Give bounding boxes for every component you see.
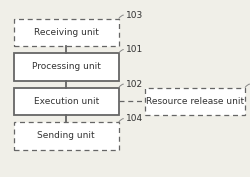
Bar bbox=[145, 88, 245, 115]
Text: Receiving unit: Receiving unit bbox=[34, 28, 99, 37]
Text: 102: 102 bbox=[126, 80, 144, 88]
Text: Sending unit: Sending unit bbox=[38, 131, 95, 140]
Text: 101: 101 bbox=[126, 45, 144, 54]
Bar bbox=[14, 53, 119, 81]
Bar bbox=[14, 122, 119, 150]
Text: Resource release unit: Resource release unit bbox=[146, 97, 244, 106]
Text: 104: 104 bbox=[126, 114, 144, 123]
Text: 103: 103 bbox=[126, 11, 144, 19]
Text: Processing unit: Processing unit bbox=[32, 62, 101, 71]
Bar bbox=[14, 19, 119, 46]
Text: Execution unit: Execution unit bbox=[34, 97, 99, 106]
Bar bbox=[14, 88, 119, 115]
